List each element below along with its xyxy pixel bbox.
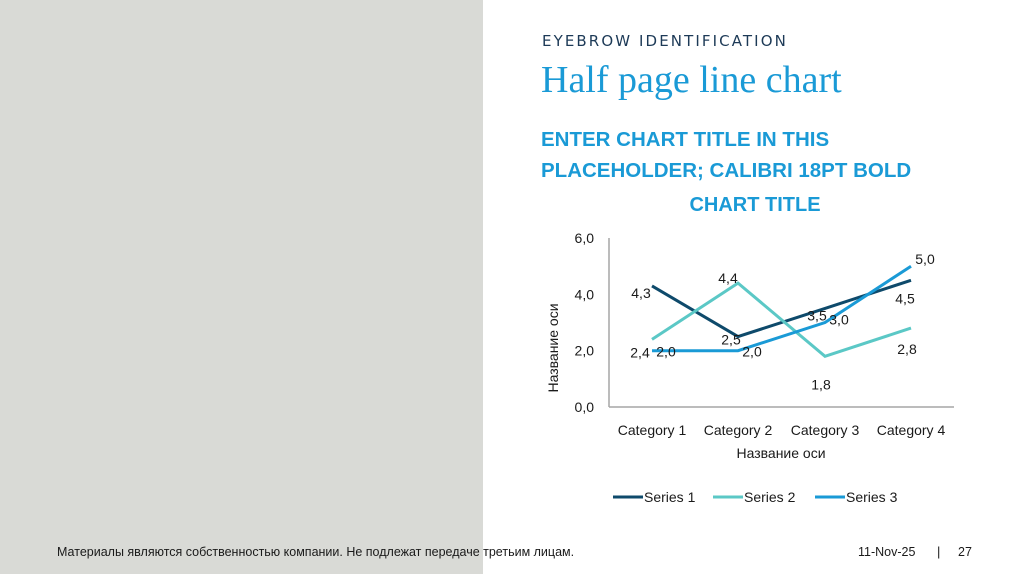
- data-label: 4,5: [895, 290, 915, 306]
- y-tick-label: 6,0: [575, 230, 595, 246]
- x-axis-categories: Category 1 Category 2 Category 3 Category 4: [618, 422, 946, 438]
- data-label: 2,8: [897, 341, 917, 357]
- series-lines: [651, 264, 912, 358]
- chart-title-placeholder: ENTER CHART TITLE IN THIS PLACEHOLDER; C…: [541, 124, 961, 186]
- y-tick-label: 4,0: [575, 286, 595, 302]
- chart-legend: Series 1 Series 2 Series 3: [613, 489, 898, 505]
- y-axis-title: Название оси: [545, 303, 561, 392]
- data-label: 2,5: [721, 332, 741, 348]
- data-label: 2,0: [656, 344, 676, 360]
- y-axis-ticks: 0,0 2,0 4,0 6,0: [575, 230, 595, 415]
- page-title: Half page line chart: [541, 59, 842, 101]
- legend-label: Series 2: [744, 489, 796, 505]
- x-category-label: Category 4: [877, 422, 946, 438]
- footer-separator: |: [937, 544, 941, 559]
- data-label: 3,5: [807, 307, 827, 323]
- placeholder-line-1: ENTER CHART TITLE IN THIS: [541, 128, 830, 151]
- data-label: 1,8: [811, 376, 831, 392]
- data-label: 2,0: [742, 344, 762, 360]
- data-label: 5,0: [915, 251, 935, 267]
- data-label: 2,4: [630, 344, 650, 360]
- eyebrow-heading: EYEBROW IDENTIFICATION: [542, 32, 788, 50]
- footer-page-number: 27: [958, 545, 972, 559]
- x-category-label: Category 2: [704, 422, 773, 438]
- footer-date: 11-Nov-25: [858, 545, 916, 559]
- data-label: 4,4: [718, 270, 738, 286]
- x-category-label: Category 3: [791, 422, 860, 438]
- footer-disclaimer: Материалы являются собственностью компан…: [57, 545, 575, 559]
- chart-title: CHART TITLE: [689, 194, 821, 216]
- left-gray-panel: [0, 0, 483, 574]
- y-tick-label: 0,0: [575, 399, 595, 415]
- series-line-3: [652, 264, 912, 353]
- data-label: 4,3: [631, 285, 651, 301]
- x-category-label: Category 1: [618, 422, 687, 438]
- series-line-2: [651, 281, 912, 358]
- x-axis-title: Название оси: [736, 445, 825, 461]
- y-tick-label: 2,0: [575, 343, 595, 359]
- data-label: 3,0: [829, 312, 849, 328]
- data-labels: 4,3 2,5 3,5 4,5 2,4 4,4 1,8 2,8 2,0 2,0 3,0 5,0: [630, 251, 935, 392]
- legend-label: Series 3: [846, 489, 898, 505]
- series-line-1: [651, 278, 912, 339]
- legend-label: Series 1: [644, 489, 696, 505]
- placeholder-line-2: PLACEHOLDER; CALIBRI 18PT BOLD: [541, 159, 912, 182]
